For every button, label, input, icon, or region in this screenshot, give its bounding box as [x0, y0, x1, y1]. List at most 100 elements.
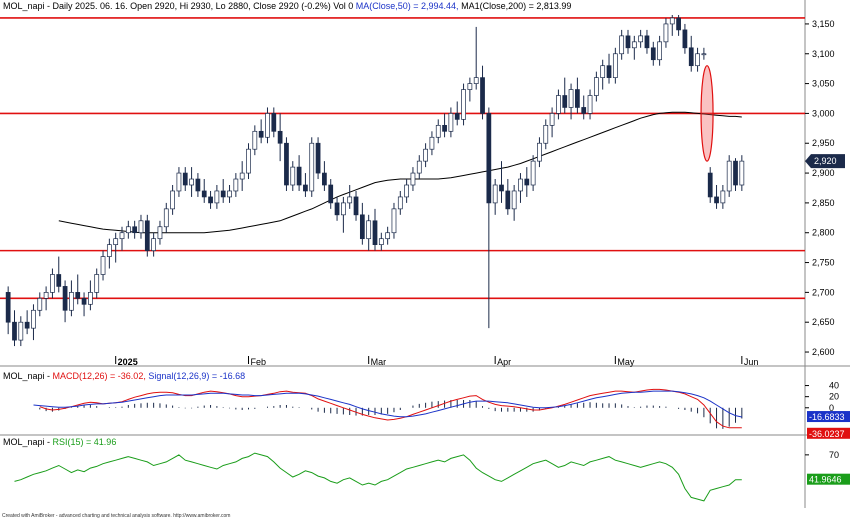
candle-body: [366, 220, 372, 240]
rsi-value-badge-label: 41.9646: [809, 475, 842, 485]
signal-label: Signal(12,26,9) = -16.68: [148, 371, 246, 381]
candle-body: [587, 95, 593, 114]
candle-body: [37, 297, 43, 311]
macd-y-tick-label: 20: [829, 392, 839, 402]
signal-line: [33, 390, 742, 418]
x-tick-label: May: [617, 357, 635, 367]
gap-highlight-ellipse: [700, 65, 714, 162]
candle-body: [650, 47, 656, 61]
candle-body: [397, 196, 403, 210]
last-price-label: 2,920: [814, 156, 837, 166]
candle-body: [448, 113, 454, 132]
candle-body: [106, 244, 112, 257]
candle-body: [385, 232, 391, 240]
candle-body: [138, 220, 144, 234]
candle-body: [81, 297, 87, 305]
candle-body: [125, 226, 131, 234]
x-tick-label: Mar: [371, 357, 387, 367]
candle-body: [467, 83, 473, 90]
macd-pane-title: MOL_napi - MACD(12,26) = -36.02, Signal(…: [3, 371, 245, 381]
candle-body: [644, 35, 650, 49]
candle-body: [707, 172, 713, 198]
candle-body: [378, 238, 384, 246]
candle-body: [562, 95, 568, 108]
candle-body: [208, 196, 213, 204]
candle-body: [688, 47, 694, 67]
candle-body: [486, 113, 492, 204]
rsi-y-tick-label: 70: [829, 450, 839, 460]
y-tick-label: 3,000: [812, 108, 835, 118]
candle-body: [12, 321, 17, 341]
y-tick-label: 3,050: [812, 79, 835, 89]
candle-body: [220, 190, 226, 198]
candle-body: [518, 178, 523, 192]
candle-body: [265, 113, 270, 138]
candle-body: [189, 178, 194, 186]
macd-line: [39, 388, 742, 429]
candle-body: [714, 196, 719, 204]
candle-body: [170, 190, 175, 210]
candle-body: [657, 41, 662, 61]
candle-body: [233, 178, 239, 192]
candle-body: [593, 77, 599, 96]
candle-body: [701, 53, 707, 56]
y-tick-label: 3,150: [812, 19, 835, 29]
x-tick-label: Feb: [251, 357, 267, 367]
macd-value-badge-label: -36.0237: [809, 429, 845, 439]
rsi-line: [14, 452, 742, 502]
candle-body: [739, 160, 745, 186]
candle-body: [499, 184, 504, 192]
candle-body: [201, 190, 207, 198]
macd-label: MACD(12,26) = -36.02,: [52, 371, 146, 381]
macd-value-badge: [807, 427, 850, 439]
y-tick-label: 2,700: [812, 287, 835, 297]
last-price-badge: [805, 154, 845, 169]
candle-body: [454, 113, 460, 120]
y-tick-label: 2,600: [812, 347, 835, 357]
macd-prefix: MOL_napi -: [3, 371, 53, 381]
candle-body: [50, 274, 55, 293]
candle-body: [334, 202, 340, 216]
candle-body: [537, 142, 542, 162]
candle-body: [663, 23, 669, 43]
candle-body: [277, 130, 283, 144]
candle-body: [88, 292, 93, 305]
candle-body: [296, 166, 302, 186]
candle-body: [726, 160, 732, 192]
macd-value-badge: [807, 411, 850, 423]
x-tick-label: 2025: [118, 357, 138, 367]
candle-body: [676, 17, 681, 31]
x-tick-label: Jun: [744, 357, 759, 367]
candle-body: [492, 184, 498, 204]
candle-body: [75, 292, 81, 299]
macd-y-tick-label: 40: [829, 381, 839, 391]
price-pane: 2,600 2,650 2,700 2,750 2,800 2,850 2,900 2,950…: [0, 0, 850, 508]
candle-body: [480, 77, 485, 114]
candle-body: [195, 178, 201, 192]
candle-body: [695, 53, 700, 67]
candle-body: [303, 184, 308, 192]
y-tick-label: 2,900: [812, 168, 835, 178]
candle-body: [69, 292, 74, 311]
rsi-value-badge: [807, 473, 850, 485]
candle-body: [682, 29, 688, 49]
candle-body: [163, 208, 169, 228]
x-tick-label: Apr: [497, 357, 511, 367]
candle-body: [5, 292, 11, 323]
candle-body: [404, 184, 409, 198]
candle-body: [543, 124, 549, 144]
candle-body: [31, 309, 36, 329]
candle-body: [157, 226, 163, 240]
candle-body: [359, 214, 365, 240]
candle-body: [606, 65, 612, 78]
price-pane-title: MOL_napi - Daily 2025. 06. 16. Open 2920…: [3, 1, 571, 11]
candle-body: [94, 274, 100, 293]
candle-body: [556, 95, 561, 114]
candle-body: [322, 172, 327, 186]
rsi-label: RSI(15) = 41.96: [52, 437, 117, 447]
candle-body: [619, 35, 625, 55]
candle-body: [568, 89, 574, 108]
candle-body: [530, 160, 536, 186]
y-tick-label: 2,850: [812, 198, 835, 208]
